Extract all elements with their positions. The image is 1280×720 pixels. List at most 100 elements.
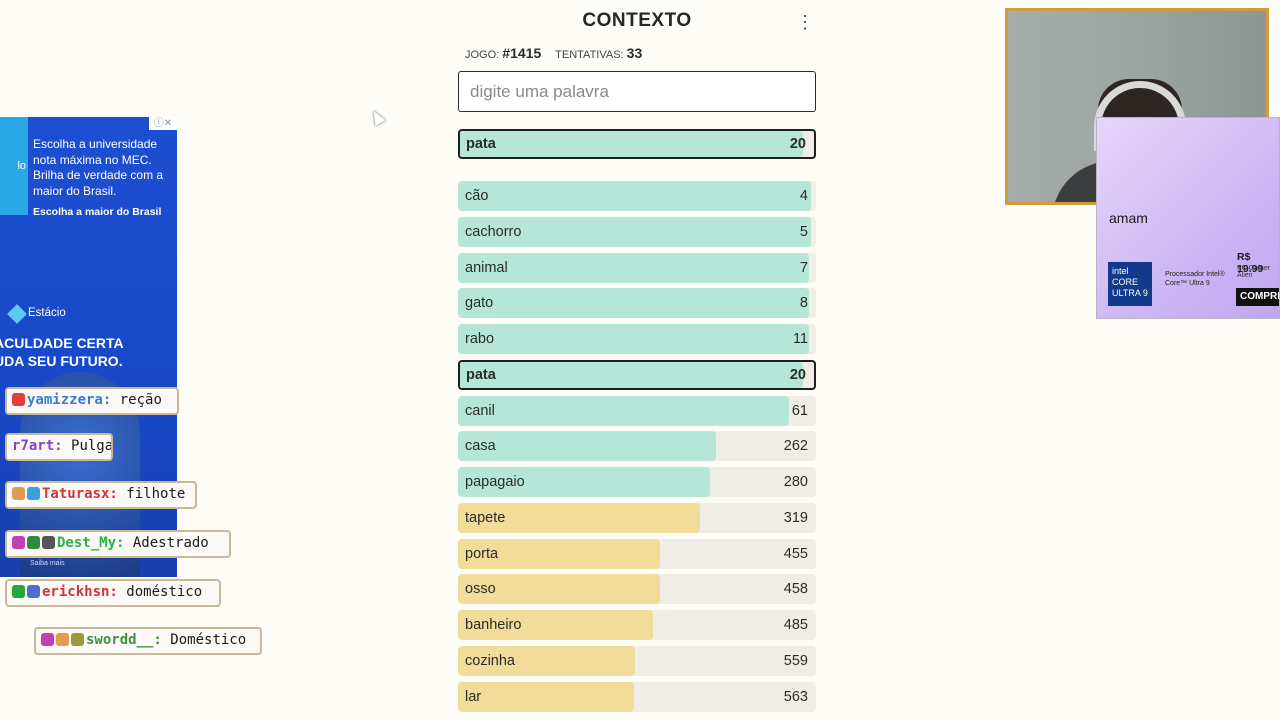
badge-icon [12,536,25,549]
guess-row: lar 563 [458,681,816,712]
chat-text: Pulga [71,438,113,454]
chat-username: erickhsn: [42,584,118,600]
chat-username: swordd__: [86,632,162,648]
chat-username: Dest_My: [57,535,125,551]
ad-footer: Saiba mais [30,560,65,567]
chat-text: Doméstico [170,632,247,648]
guess-row: banheiro 485 [458,610,816,640]
game-info: JOGO: #1415 TENTATIVAS: 33 [465,45,642,61]
badge-icon [56,633,69,646]
guess-rank: 20 [789,366,806,383]
guess-row: gato 8 [458,288,816,319]
badge-icon [12,393,25,406]
guess-word: banheiro [465,617,522,633]
guess-bar [458,467,711,497]
page-title: CONTEXTO [582,10,692,31]
guess-bar [458,252,809,283]
guess-rank: 8 [799,295,808,312]
guess-word: canil [465,402,495,419]
chat-text: reção [119,392,162,408]
guess-bar [458,610,654,640]
guess-word: papagaio [465,474,525,490]
guess-row: animal 7 [458,252,816,283]
guess-word: gato [465,295,494,312]
guess-word: pata [466,366,496,383]
guess-rank: 319 [783,509,808,526]
chat-text: doméstico [126,584,203,600]
ad-logo-badge: lo [0,117,28,215]
guess-rank: 563 [783,688,808,705]
attempts-count: 33 [626,45,643,61]
chat-username: Taturasx: [42,486,118,502]
badge-icon [12,487,25,500]
guess-bar [458,181,811,211]
guess-word: osso [465,581,496,598]
guess-row: canil 61 [458,395,816,426]
game-number: #1415 [502,45,542,61]
guess-rank: 262 [783,438,808,455]
ad-cta-link[interactable]: Escolha a maior do Brasil [33,206,162,218]
guess-bar [458,574,660,605]
last-guess-word: pata [466,136,496,152]
ad-text: Escolha a universidade nota máxima no ME… [33,137,164,198]
guess-rank: 5 [799,223,808,240]
guess-rank: 559 [783,652,808,669]
chat-username: yamizzera: [27,392,112,408]
headset-icon [1094,81,1186,151]
guess-row: porta 455 [458,538,816,569]
chat-message: Dest_My: Adestrado [5,530,231,558]
guess-bar [458,395,790,426]
badge-icon [42,536,55,549]
guess-bar [458,324,809,354]
guess-bar [460,361,804,388]
ad-right-buy-button[interactable]: COMPRE [1236,288,1279,306]
mouse-cursor-icon [368,107,386,127]
badge-icon [27,536,40,549]
guess-bar [458,288,809,319]
chat-text: Adestrado [132,535,209,551]
ad-banner-right[interactable]: amam R$ 19.99 PC Gamer Alien intel CORE … [1096,117,1280,319]
guess-rank: 485 [783,617,808,633]
chat-message: yamizzera: reção [5,387,179,415]
ad-right-subprice: PC Gamer Alien [1237,265,1271,279]
badge-icon [27,585,40,598]
guess-word: cachorro [465,223,522,240]
guess-rank: 7 [799,259,808,276]
last-guess-bar [460,131,804,157]
guess-word: casa [465,438,496,455]
guess-row: osso 458 [458,574,816,605]
guess-row: papagaio 280 [458,467,816,497]
last-guess-row: pata 20 [458,129,816,159]
guess-bar [458,645,636,676]
ad-slogan-line2: UDA SEU FUTURO. [0,353,123,369]
game-label: JOGO: [465,49,500,61]
guess-row: rabo 11 [458,324,816,354]
guess-row: pata 20 [458,359,816,390]
guess-word: animal [465,259,508,276]
intel-logo-icon: intel CORE ULTRA 9 [1108,262,1152,306]
ad-close-icon[interactable]: ⓘ✕ [149,117,177,130]
chat-message: swordd__: Doméstico [34,627,262,655]
ad-right-price: R$ 19.99 [1237,251,1264,275]
guess-word: lar [465,688,482,705]
chat-message: erickhsn: doméstico [5,579,221,607]
guess-bar [458,538,661,569]
guess-rank: 4 [799,188,808,204]
guess-bar [458,502,700,533]
guess-bar [458,431,716,462]
guess-word: rabo [465,331,495,347]
guess-bar [458,216,811,247]
chat-username: r7art: [12,438,63,454]
guess-input[interactable] [458,71,816,112]
chat-message: Taturasx: filhote [5,481,197,509]
guess-rank: 280 [783,474,808,490]
guess-word: porta [465,545,499,562]
guess-row: casa 262 [458,431,816,462]
last-guess-rank: 20 [789,136,806,152]
badge-icon [12,585,25,598]
guess-row: cozinha 559 [458,645,816,676]
ad-slogan-line1: ACULDADE CERTA [0,335,124,351]
guess-word: cão [465,188,489,204]
more-options-icon[interactable]: ⋮ [796,12,814,32]
guess-bar [458,681,635,712]
